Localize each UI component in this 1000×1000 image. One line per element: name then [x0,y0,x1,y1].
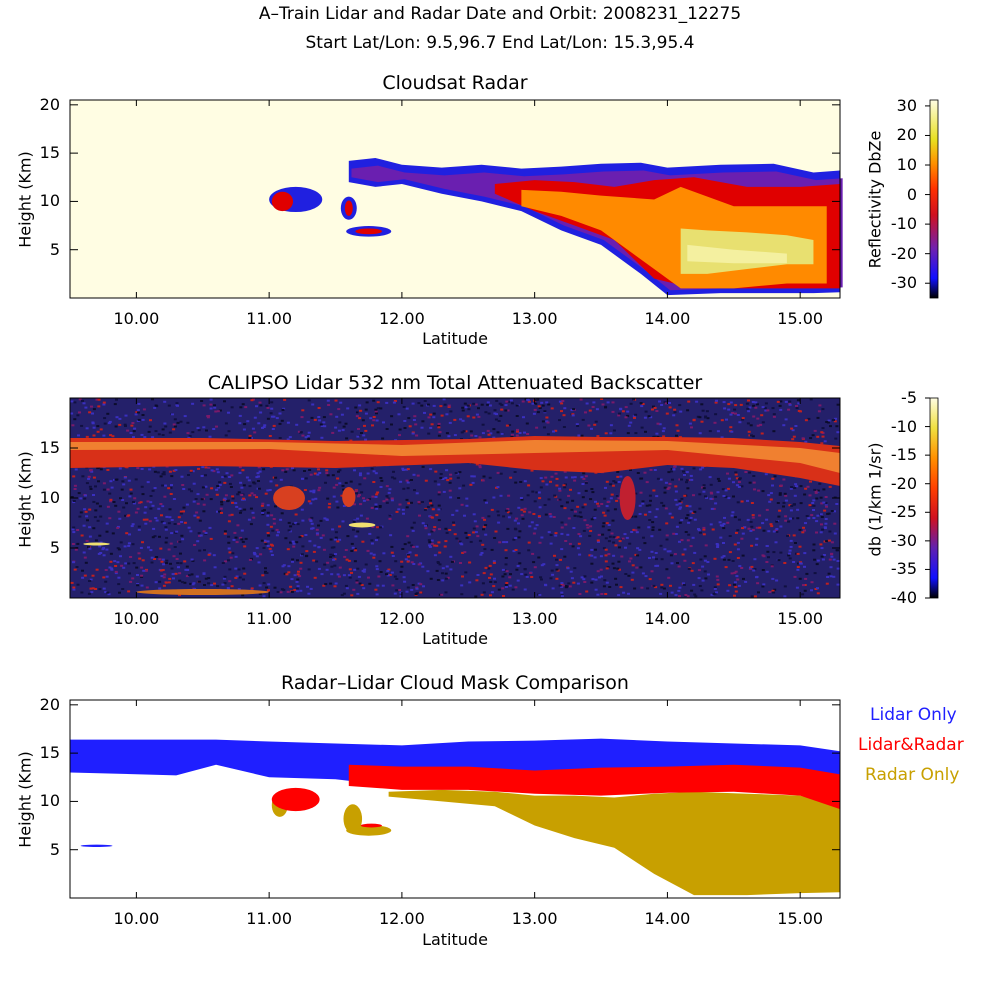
radar-echo-core [687,244,787,264]
radar-cell-11-core [271,191,294,212]
y-tick-label: 20 [39,94,60,114]
mask-panel-title: Radar–Lidar Cloud Mask Comparison [281,672,629,694]
radar-colorbar [929,99,939,299]
x-tick-label: 12.00 [378,609,425,628]
x-tick-label: 11.00 [246,609,293,628]
x-tick-label: 10.00 [113,609,160,628]
colorbar-tick-label: -5 [901,388,917,407]
x-tick-label: 12.00 [378,309,425,328]
colorbar-tick-label: -30 [890,530,917,550]
figure-subtitle: Start Lat/Lon: 9.5,96.7 End Lat/Lon: 15.… [305,33,695,53]
colorbar-tick-label: -15 [890,445,917,465]
x-tick-label: 11.00 [246,909,293,928]
y-tick-label: 15 [39,438,60,457]
radar-cell-low-core [355,228,382,235]
figure-title: A–Train Lidar and Radar Date and Orbit: … [258,4,742,24]
mask-lidar-radar-11 [271,787,320,812]
x-tick-label: 12.00 [378,909,425,928]
x-tick-label: 13.00 [511,309,558,328]
colorbar-tick-label: -10 [890,214,917,234]
legend-radar-only: Radar Only [865,765,960,785]
y-tick-label: 10 [39,191,60,211]
colorbar-tick-label: 30 [896,95,917,115]
y-tick-label: 5 [49,239,60,259]
colorbar-tick-label: -25 [890,502,917,522]
legend-lidar-only: Lidar Only [870,705,957,725]
colorbar-tick-label: -40 [890,588,917,607]
y-tick-label: 5 [49,839,60,859]
mask-lidar-only-low [80,844,113,848]
radar-panel-title: Cloudsat Radar [382,72,528,94]
colorbar-tick-label: -10 [890,416,917,436]
x-tick-label: 13.00 [511,609,558,628]
lidar-colorbar [929,397,939,599]
colorbar-tick-label: 0 [906,184,917,204]
colorbar-tick-label: 10 [896,155,917,174]
colorbar-tick-label: -20 [890,243,917,263]
lidar-streak-13-7 [619,476,636,520]
lidar-cell-11-6 [342,487,356,507]
y-tick-label: 10 [39,488,60,507]
x-tick-label: 15.00 [777,309,824,328]
radar-cell-11-6-core [344,200,353,216]
mask-radar-only-region [388,789,840,896]
panel-0-frame [69,99,841,299]
mask-x-axis-label: Latitude [422,930,488,949]
y-tick-label: 5 [49,538,60,557]
colorbar-tick-label: 20 [896,125,917,145]
mask-radar-only-low [346,825,392,836]
x-tick-label: 14.00 [644,309,691,328]
lidar-low-cloud-west [83,542,110,546]
colorbar-tick-label: -30 [890,273,917,293]
x-tick-label: 13.00 [511,909,558,928]
x-tick-label: 10.00 [113,309,160,328]
lidar-cirrus-core [70,440,840,473]
lidar-surface-return [136,589,270,595]
lidar-low-cloud [348,522,376,528]
x-tick-label: 15.00 [777,909,824,928]
y-tick-label: 15 [39,743,60,763]
mask-lidar-radar-region [348,764,840,810]
x-tick-label: 11.00 [246,309,293,328]
colorbar-tick-label: -35 [890,559,917,579]
colorbar-tick-label: -20 [890,473,917,493]
x-tick-label: 15.00 [777,609,824,628]
panel-2-frame [69,699,841,899]
lidar-background [70,398,840,598]
y-tick-label: 15 [39,143,60,163]
x-tick-label: 14.00 [644,909,691,928]
x-tick-label: 14.00 [644,609,691,628]
y-tick-label: 20 [39,694,60,714]
lidar-panel-title: CALIPSO Lidar 532 nm Total Attenuated Ba… [207,372,703,394]
y-tick-label: 10 [39,791,60,811]
mask-lidar-radar-low [360,823,382,828]
radar-x-axis-label: Latitude [422,329,488,348]
x-tick-label: 10.00 [113,909,160,928]
lidar-x-axis-label: Latitude [422,629,488,648]
legend-lidar-and-radar: Lidar&Radar [858,735,964,755]
lidar-cell-11 [273,486,305,510]
